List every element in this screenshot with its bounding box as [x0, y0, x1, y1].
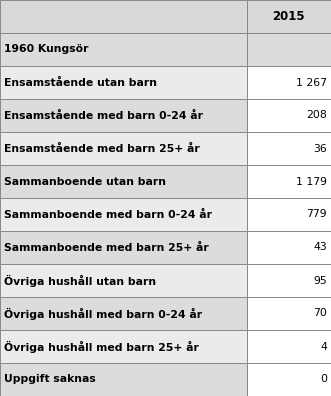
Bar [0, 66, 247, 99]
Bar [0, 363, 247, 396]
Text: 1 267: 1 267 [296, 78, 327, 88]
Text: Sammanboende med barn 25+ år: Sammanboende med barn 25+ år [4, 242, 209, 253]
Text: 779: 779 [307, 209, 327, 219]
Bar [247, 66, 331, 99]
Bar [247, 99, 331, 132]
Text: Ensamstående utan barn: Ensamstående utan barn [4, 78, 157, 88]
Bar [0, 165, 247, 198]
Text: Sammanboende utan barn: Sammanboende utan barn [4, 177, 166, 187]
Text: 2015: 2015 [272, 10, 305, 23]
Text: Övriga hushåll med barn 0-24 år: Övriga hushåll med barn 0-24 år [4, 307, 202, 320]
Bar [0, 231, 247, 264]
Bar [247, 297, 331, 330]
Text: 70: 70 [313, 308, 327, 318]
Text: Ensamstående med barn 25+ år: Ensamstående med barn 25+ år [4, 143, 200, 154]
Text: Övriga hushåll utan barn: Övriga hushåll utan barn [4, 274, 156, 287]
Bar [247, 33, 331, 66]
Bar [247, 231, 331, 264]
Bar [247, 0, 331, 33]
Text: Sammanboende med barn 0-24 år: Sammanboende med barn 0-24 år [4, 209, 212, 219]
Text: Uppgift saknas: Uppgift saknas [4, 375, 96, 385]
Bar [247, 363, 331, 396]
Bar [0, 264, 247, 297]
Bar [0, 297, 247, 330]
Bar [247, 198, 331, 231]
Text: 1960 Kungsör: 1960 Kungsör [4, 44, 88, 55]
Bar [247, 330, 331, 363]
Text: 95: 95 [313, 276, 327, 286]
Text: 4: 4 [320, 341, 327, 352]
Bar [247, 165, 331, 198]
Bar [0, 99, 247, 132]
Text: 0: 0 [320, 375, 327, 385]
Text: 36: 36 [313, 143, 327, 154]
Text: 43: 43 [313, 242, 327, 253]
Text: Ensamstående med barn 0-24 år: Ensamstående med barn 0-24 år [4, 110, 203, 120]
Bar [0, 132, 247, 165]
Bar [0, 330, 247, 363]
Text: 1 179: 1 179 [296, 177, 327, 187]
Bar [247, 264, 331, 297]
Bar [0, 0, 247, 33]
Text: 208: 208 [306, 110, 327, 120]
Bar [0, 198, 247, 231]
Text: Övriga hushåll med barn 25+ år: Övriga hushåll med barn 25+ år [4, 341, 199, 352]
Bar [0, 33, 247, 66]
Bar [247, 132, 331, 165]
